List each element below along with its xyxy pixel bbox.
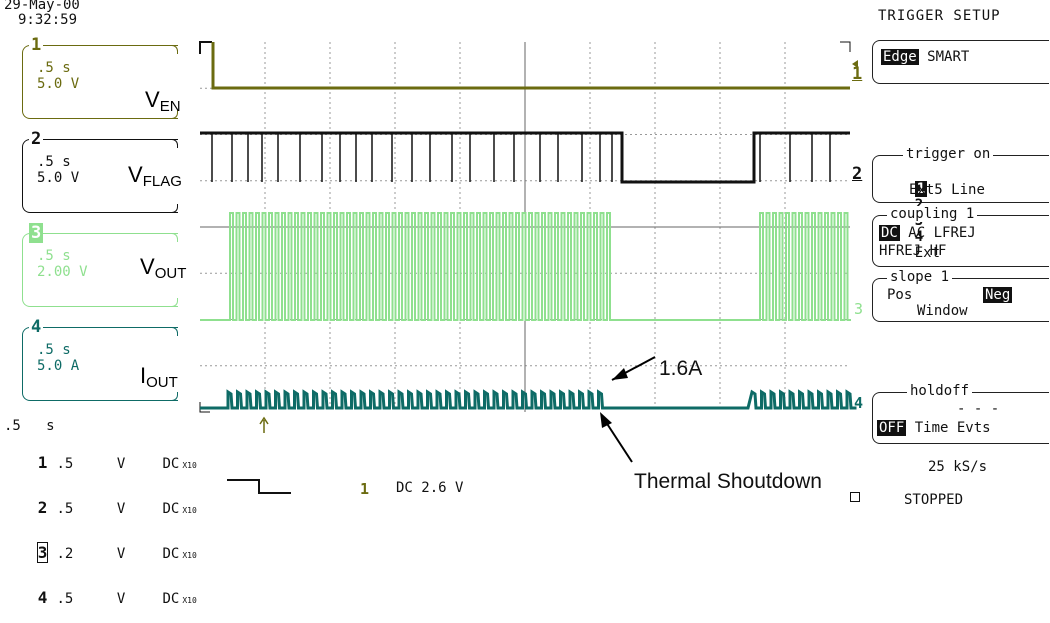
coupling-options-row2[interactable]: HFREJ HF: [879, 243, 947, 259]
trace-marker-1[interactable]: 1: [852, 64, 863, 84]
trace-marker-3[interactable]: 3: [854, 300, 864, 318]
channel-4-scale: 5.0 A: [37, 358, 80, 374]
trigger-on-box[interactable]: trigger on 1 2 3 4 Ext Ext5 Line: [872, 146, 1049, 261]
current-arrow-head: [612, 368, 628, 380]
trigger-source-ext5[interactable]: Ext5: [909, 182, 943, 198]
trigger-level-icon: [852, 60, 858, 68]
channel-1-scale: 5.0 V: [37, 76, 80, 92]
slope-neg-option[interactable]: Neg: [983, 287, 1013, 303]
ven-trace: [211, 42, 850, 90]
trigger-info: DC 2.6 V: [396, 480, 464, 496]
trace-label-ven: VEN: [145, 87, 181, 115]
channel-row-2: 2.5 V DC X10: [37, 498, 197, 517]
trigger-source-ext[interactable]: Ext: [914, 245, 941, 261]
trigger-source-line[interactable]: Line: [951, 182, 985, 198]
slope-title: slope 1: [887, 269, 953, 285]
channel-3-number: 3: [29, 223, 44, 243]
channel-row-3: 3.2 V DC X10: [36, 542, 197, 563]
timebase-readout: .5 s: [4, 418, 55, 434]
trace-label-vflag: VFLAG: [128, 162, 182, 190]
channel-2-time: .5 s: [37, 154, 71, 170]
channel-2-scale: 5.0 V: [37, 170, 80, 186]
menu-title: TRIGGER SETUP: [878, 8, 1001, 24]
trace-label-vout: VOUT: [140, 254, 187, 282]
holdoff-other-options[interactable]: Time Evts: [914, 420, 991, 436]
frame-corner: [840, 41, 851, 52]
sample-rate: 25 kS/s: [928, 459, 988, 475]
trigger-position-icon: [259, 416, 269, 433]
channel-4-number: 4: [29, 317, 44, 337]
trigger-edge-icon: [227, 479, 291, 494]
slope-window-option[interactable]: Window: [917, 303, 968, 319]
trigger-channel: 1: [360, 480, 370, 498]
smart-option[interactable]: SMART: [927, 49, 970, 65]
acquisition-status: STOPPED: [904, 492, 964, 508]
coupling-dc-option[interactable]: DC: [879, 225, 900, 241]
shutdown-annotation: Thermal Shoutdown: [634, 470, 822, 493]
channel-1-time: .5 s: [37, 60, 71, 76]
vout-trace: [200, 212, 851, 321]
channel-2-box[interactable]: 2 .5 s 5.0 V: [22, 129, 178, 213]
edge-option[interactable]: Edge: [881, 49, 919, 65]
iout-trace: [200, 389, 857, 410]
time-readout: 9:32:59: [18, 12, 78, 28]
frame-corner: [199, 402, 210, 413]
date-readout: 29-May-00: [4, 0, 80, 13]
holdoff-box[interactable]: holdoff - - - OFF Time Evts: [872, 383, 1049, 444]
holdoff-value: - - -: [957, 401, 1000, 417]
trigger-mode-box[interactable]: Edge SMART: [872, 40, 1049, 84]
holdoff-off-option[interactable]: OFF: [877, 420, 907, 436]
holdoff-title: holdoff: [907, 383, 973, 399]
coupling-box[interactable]: coupling 1 DC AC LFREJ HFREJ HF: [872, 206, 1049, 267]
channel-row-1: 1.5 V DC X10: [37, 453, 197, 472]
annotation-arrows: [600, 356, 656, 463]
vflag-trace: [200, 131, 850, 184]
channel-2-number: 2: [29, 129, 44, 149]
channel-3-time: .5 s: [37, 248, 71, 264]
waveform-traces: [200, 42, 858, 433]
coupling-title: coupling 1: [887, 206, 978, 222]
channel-1-box[interactable]: 1 .5 s 5.0 V: [22, 35, 178, 119]
slope-box[interactable]: slope 1 Pos Neg Window: [872, 269, 1049, 322]
current-annotation: 1.6A: [659, 357, 703, 380]
waveform-display: [199, 41, 858, 463]
trigger-on-title: trigger on: [903, 146, 994, 162]
channel-4-time: .5 s: [37, 342, 71, 358]
trigger-source-2[interactable]: 2: [914, 197, 924, 213]
channel-4-box[interactable]: 4 .5 s 5.0 A: [22, 317, 178, 401]
shutdown-arrow-head: [600, 412, 612, 428]
channel-settings-table: 1.5 V DC X10 2.5 V DC X10 3.2 V DC X10 4.5 V DC X10: [4, 442, 197, 622]
coupling-options-row1[interactable]: AC LFREJ: [908, 225, 976, 241]
frame-corner: [199, 41, 212, 54]
trace-marker-4[interactable]: 4: [854, 394, 864, 412]
status-indicator-icon: [850, 492, 860, 502]
channel-1-number: 1: [29, 35, 44, 55]
channel-3-scale: 2.00 V: [37, 264, 88, 280]
slope-pos-option[interactable]: Pos: [887, 287, 913, 303]
trigger-source-1[interactable]: 1: [914, 181, 928, 197]
trace-label-iout: IOUT: [140, 363, 178, 391]
channel-3-box[interactable]: 3 .5 s 2.00 V: [22, 223, 178, 307]
trace-marker-2[interactable]: 2: [852, 164, 863, 184]
trigger-source-4[interactable]: 4: [914, 229, 924, 245]
channel-row-4: 4.5 V DC X10: [37, 588, 197, 607]
